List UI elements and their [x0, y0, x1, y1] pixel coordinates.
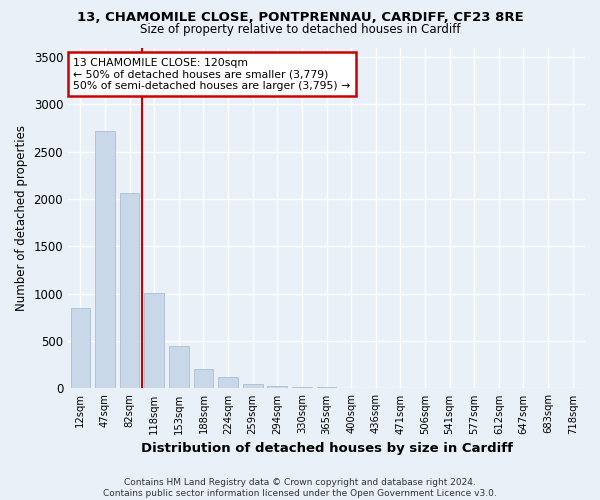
Bar: [268, 386, 287, 388]
Text: 13, CHAMOMILE CLOSE, PONTPRENNAU, CARDIFF, CF23 8RE: 13, CHAMOMILE CLOSE, PONTPRENNAU, CARDIF…: [77, 11, 523, 24]
Y-axis label: Number of detached properties: Number of detached properties: [15, 125, 28, 311]
Text: 13 CHAMOMILE CLOSE: 120sqm
← 50% of detached houses are smaller (3,779)
50% of s: 13 CHAMOMILE CLOSE: 120sqm ← 50% of deta…: [73, 58, 350, 91]
Bar: [243, 384, 263, 388]
Bar: [120, 194, 139, 388]
Text: Contains HM Land Registry data © Crown copyright and database right 2024.
Contai: Contains HM Land Registry data © Crown c…: [103, 478, 497, 498]
Text: Size of property relative to detached houses in Cardiff: Size of property relative to detached ho…: [140, 22, 460, 36]
Bar: [71, 308, 90, 388]
Bar: [194, 370, 213, 388]
X-axis label: Distribution of detached houses by size in Cardiff: Distribution of detached houses by size …: [140, 442, 512, 455]
Bar: [145, 293, 164, 388]
Bar: [169, 346, 188, 389]
Bar: [95, 131, 115, 388]
Bar: [218, 377, 238, 388]
